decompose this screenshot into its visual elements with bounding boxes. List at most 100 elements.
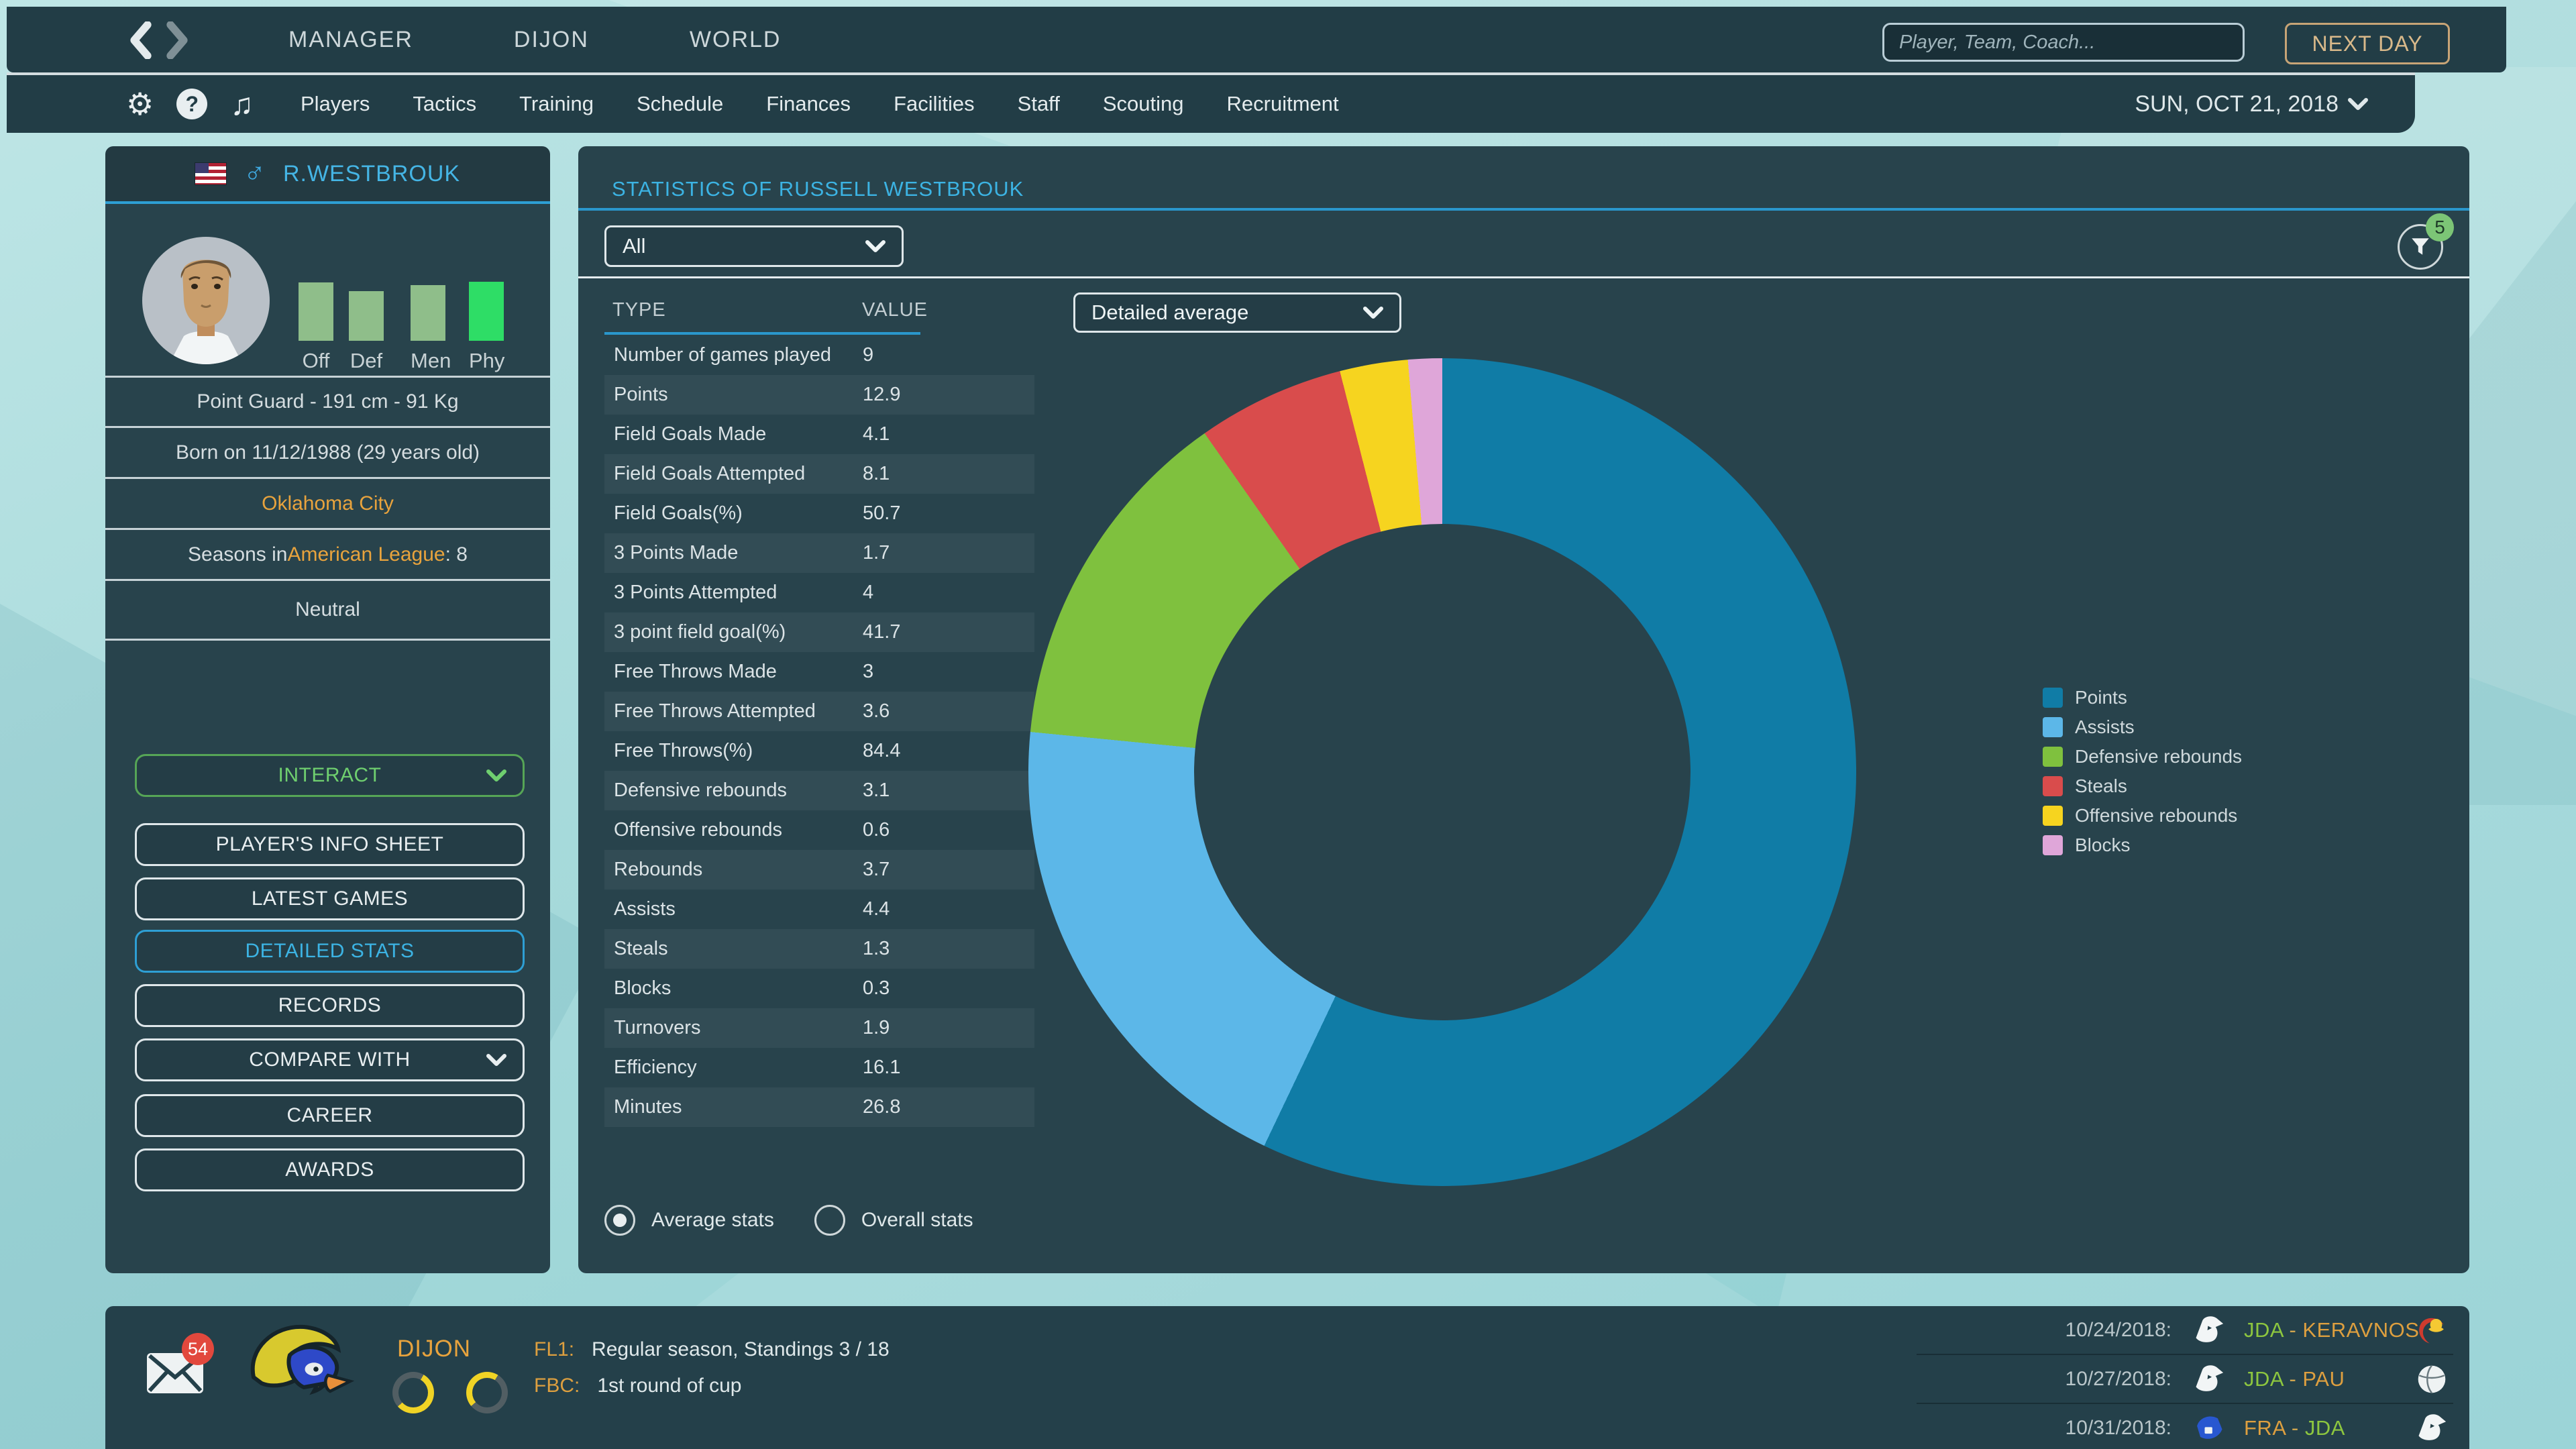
stat-row: Field Goals Made4.1 [604,415,1034,454]
tab-world[interactable]: WORLD [690,27,782,53]
mail-button[interactable]: 54 [144,1345,206,1402]
stat-row: Turnovers 1.9 [604,1008,1034,1048]
top-bar: MANAGER DIJON WORLD NEXT DAY [7,7,2506,72]
legend-swatch [2043,747,2063,767]
chevron-down-icon [865,239,885,253]
player-name: R.WESTBROUK [283,161,460,187]
stat-type: Turnovers [604,1017,700,1039]
stats-mode-dropdown[interactable]: Detailed average [1073,292,1401,333]
legend-item: Blocks [2043,830,2242,860]
stat-row: Minutes26.8 [604,1087,1034,1127]
stat-row: Field Goals(%)50.7 [604,494,1034,533]
help-icon[interactable]: ? [176,89,207,119]
team-name: DIJON [374,1336,494,1362]
game-date: 10/31/2018: [1917,1417,2171,1440]
tab-manager[interactable]: MANAGER [288,27,413,53]
average-stats-radio[interactable]: Average stats [604,1205,774,1236]
game-teams: JDA - PAU [2244,1367,2345,1391]
stat-value: 1.7 [863,542,890,564]
stat-value: 4.4 [863,898,890,920]
nav-item-training[interactable]: Training [519,92,594,116]
records-button[interactable]: RECORDS [135,984,525,1027]
nav-item-staff[interactable]: Staff [1018,92,1060,116]
compare-with-dropdown[interactable]: COMPARE WITH [135,1038,525,1081]
music-icon[interactable]: ♫ [230,89,254,119]
stat-row: 3 point field goal(%) 41.7 [604,612,1034,652]
nav-item-players[interactable]: Players [301,92,370,116]
stat-type: 3 point field goal(%) [604,621,786,643]
info-birth: Born on 11/12/1988 (29 years old) [105,426,550,477]
game-window: MANAGER DIJON WORLD NEXT DAY ⚙ ? ♫ Playe… [0,0,2576,1449]
stat-type: Field Goals(%) [604,502,743,525]
team-logo[interactable] [239,1314,360,1411]
legend-label: Steals [2075,775,2127,797]
interact-dropdown[interactable]: INTERACT [135,754,525,797]
stat-value: 8.1 [863,463,890,485]
stat-value: 3 [863,661,873,683]
schedule-game-row[interactable]: 10/31/2018:FRA - JDA [1917,1404,2453,1449]
stat-row: Steals1.3 [604,929,1034,969]
column-header-type: TYPE [612,299,666,321]
stat-row: Number of games played9 [604,335,1034,375]
schedule-game-row[interactable]: 10/27/2018:JDA - PAU [1917,1355,2453,1404]
chevron-down-icon [2348,97,2368,111]
nav-item-recruitment[interactable]: Recruitment [1227,92,1339,116]
panel-title: STATISTICS OF RUSSELL WESTBROUK [612,177,1024,201]
stats-mode-radios: Average stats Overall stats [604,1205,973,1236]
latest-games-button[interactable]: LATEST GAMES [135,877,525,920]
nav-item-schedule[interactable]: Schedule [637,92,723,116]
stat-type: Minutes [604,1096,682,1118]
stat-type: Free Throws(%) [604,740,753,762]
stat-type: 3 Points Attempted [604,582,777,604]
nav-bar: ⚙ ? ♫ Players Tactics Training Schedule … [7,72,2415,133]
table-header-underline [604,332,920,335]
nav-item-tactics[interactable]: Tactics [413,92,476,116]
stat-type: Blocks [604,977,671,1000]
forward-icon[interactable] [164,21,191,59]
stat-value: 1.9 [863,1017,890,1039]
back-icon[interactable] [127,21,154,59]
stat-row: Free Throws(%)84.4 [604,731,1034,771]
nav-item-facilities[interactable]: Facilities [894,92,975,116]
date-selector[interactable]: SUN, OCT 21, 2018 [2135,75,2368,133]
stats-filter-dropdown[interactable]: All [604,225,904,267]
stat-type: Rebounds [604,859,702,881]
dog-logo-icon [2192,1362,2226,1397]
search-input[interactable] [1882,23,2245,62]
players-info-sheet-button[interactable]: PLAYER'S INFO SHEET [135,823,525,866]
stats-table-rows: Number of games played9Points12.9Field G… [604,335,1034,1127]
next-day-button[interactable]: NEXT DAY [2285,23,2450,64]
stat-row: Free Throws Made3 [604,652,1034,692]
stat-row: Points12.9 [604,375,1034,415]
stat-type: Number of games played [604,344,831,366]
legend-item: Points [2043,683,2242,712]
schedule-list: 10/24/2018:JDA - KERAVNOS10/27/2018:JDA … [1917,1306,2453,1449]
tab-club[interactable]: DIJON [514,27,589,53]
filter-button[interactable]: 5 [2398,221,2471,279]
detailed-stats-button[interactable]: DETAILED STATS [135,930,525,973]
divider [578,276,2469,278]
legend-label: Offensive rebounds [2075,805,2237,826]
awards-button[interactable]: AWARDS [135,1148,525,1191]
schedule-game-row[interactable]: 10/24/2018:JDA - KERAVNOS [1917,1306,2453,1355]
stat-value: 3.7 [863,859,890,881]
stat-type: Free Throws Attempted [604,700,816,722]
male-gender-icon: ♂ [244,159,266,189]
stat-row: Free Throws Attempted3.6 [604,692,1034,731]
career-button[interactable]: CAREER [135,1094,525,1137]
gear-icon[interactable]: ⚙ [126,89,154,119]
stat-value: 4 [863,582,873,604]
stat-value: 0.3 [863,977,890,1000]
bottom-bar: 54 DIJON FL1: Regular season, Standings … [105,1306,2469,1449]
nav-item-scouting[interactable]: Scouting [1103,92,1184,116]
stat-row: Rebounds 3.7 [604,850,1034,890]
overall-stats-radio[interactable]: Overall stats [814,1205,973,1236]
legend-label: Points [2075,687,2127,708]
stat-value: 41.7 [863,621,900,643]
legend-swatch [2043,806,2063,826]
nav-item-finances[interactable]: Finances [766,92,851,116]
dog-logo-icon [2414,1411,2449,1446]
stat-row: Defensive rebounds3.1 [604,771,1034,810]
stat-value: 12.9 [863,384,900,406]
chart-legend: PointsAssistsDefensive reboundsStealsOff… [2043,683,2242,860]
